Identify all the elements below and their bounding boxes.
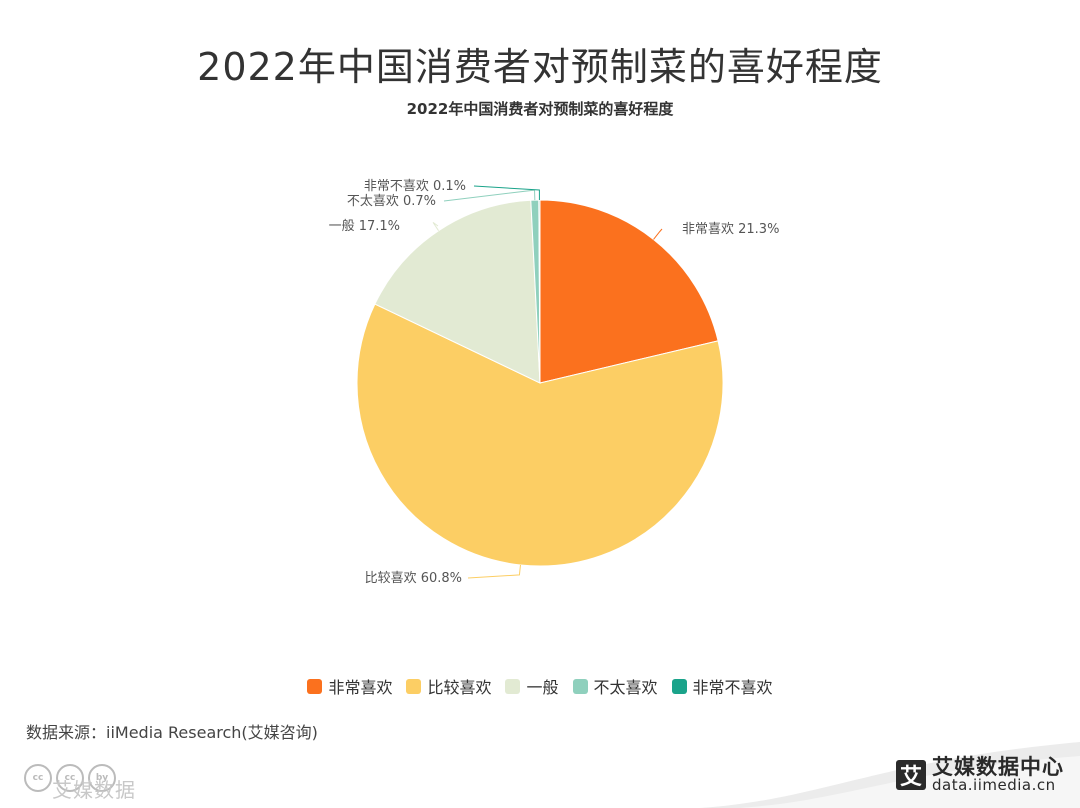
leader-line <box>653 228 663 240</box>
legend-swatch <box>406 678 422 694</box>
leader-line <box>473 185 540 201</box>
legend-item[interactable]: 非常不喜欢 <box>671 674 773 698</box>
legend-swatch <box>307 678 323 694</box>
legend-label: 比较喜欢 <box>427 678 492 697</box>
cc-icon: cc <box>24 764 52 792</box>
brand-name: 艾媒数据中心 <box>932 755 1064 779</box>
legend-item[interactable]: 一般 <box>505 674 559 698</box>
slice-label: 一般 17.1% <box>329 218 400 234</box>
source-note: 数据来源：iiMedia Research(艾媒咨询) <box>26 723 318 742</box>
legend-swatch <box>572 678 588 694</box>
legend-item[interactable]: 比较喜欢 <box>406 674 491 698</box>
legend-label: 非常喜欢 <box>328 678 393 697</box>
brand-url: data.iimedia.cn <box>932 776 1056 795</box>
legend-label: 一般 <box>526 678 559 697</box>
legend-swatch <box>671 678 687 694</box>
brand-block: 艾 艾媒数据中心 data.iimedia.cn <box>896 756 1064 794</box>
legend-item[interactable]: 不太喜欢 <box>572 674 658 698</box>
chart-title: 2022年中国消费者对预制菜的喜好程度 <box>406 100 674 118</box>
watermark-text: 艾媒数据 <box>52 778 136 802</box>
pie-slice[interactable] <box>356 303 724 567</box>
person-icon: by <box>88 764 116 792</box>
leader-line <box>467 564 521 579</box>
legend-item[interactable]: 非常喜欢 <box>307 674 392 698</box>
brand-logo-icon: 艾 <box>896 759 926 790</box>
pie-slice[interactable] <box>539 199 719 384</box>
slice-label: 不太喜欢 0.7% <box>347 194 436 209</box>
cc-icon: cc <box>56 764 84 792</box>
slice-label: 非常不喜欢 0.1% <box>364 179 466 194</box>
legend-label: 非常不喜欢 <box>692 678 773 697</box>
slice-label: 比较喜欢 60.8% <box>365 571 462 586</box>
page-title: 2022年中国消费者对预制菜的喜好程度 <box>197 45 883 89</box>
pie-slice[interactable] <box>538 199 541 384</box>
legend-label: 不太喜欢 <box>593 678 658 697</box>
leader-line <box>432 221 439 231</box>
chart-legend: 非常喜欢 比较喜欢 一般 不太喜欢 非常不喜欢 <box>0 674 1080 698</box>
license-badges: cc cc by <box>24 764 116 792</box>
legend-swatch <box>505 678 521 694</box>
slice-label: 非常喜欢 21.3% <box>682 222 779 237</box>
